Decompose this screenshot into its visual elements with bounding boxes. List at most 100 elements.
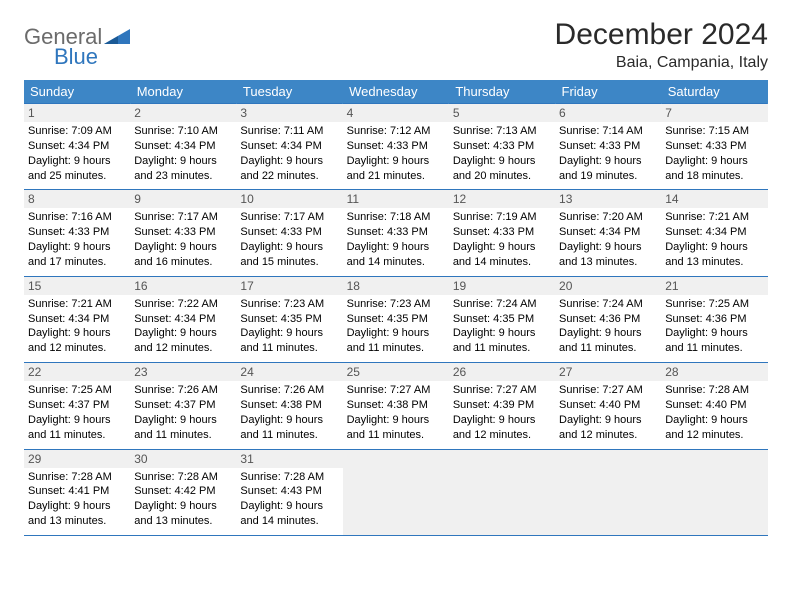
calendar-cell: 14Sunrise: 7:21 AMSunset: 4:34 PMDayligh…: [661, 190, 767, 276]
calendar-cell: 6 Sunrise: 7:14 AMSunset: 4:33 PMDaylight…: [555, 104, 661, 190]
calendar-cell: 12 Sunrise: 7:19 AMSunset: 4:33 PMDayligh…: [449, 190, 555, 276]
calendar-cell: 21 Sunrise: 7:25 AMSunset: 4:36 PMDayligh…: [661, 276, 767, 362]
calendar-cell: 9 Sunrise: 7:17 AMSunset: 4:33 PMDaylight…: [130, 190, 236, 276]
day-details: Sunrise: 7:28 AMSunset: 4:43 PMDaylight:…: [240, 470, 338, 529]
day-number: 29: [24, 450, 130, 468]
day-details: Sunrise: 7:24 AMSunset: 4:36 PMDaylight:…: [559, 297, 657, 356]
calendar-cell: 8 Sunrise: 7:16 AMSunset: 4:33 PMDaylight…: [24, 190, 130, 276]
day-details: Sunrise: 7:23 AMSunset: 4:35 PMDaylight:…: [347, 297, 445, 356]
day-details: Sunrise: 7:28 AMSunset: 4:40 PMDaylight:…: [665, 383, 763, 442]
calendar-cell: 31 Sunrise: 7:28 AMSunset: 4:43 PMDayligh…: [236, 449, 342, 535]
day-details: Sunrise: 7:09 AMSunset: 4:34 PMDaylight:…: [28, 124, 126, 183]
calendar-cell: [449, 449, 555, 535]
calendar-row: 8 Sunrise: 7:16 AMSunset: 4:33 PMDaylight…: [24, 190, 768, 276]
day-number: 8: [24, 190, 130, 208]
day-number: 30: [130, 450, 236, 468]
day-details: Sunrise: 7:13 AMSunset: 4:33 PMDaylight:…: [453, 124, 551, 183]
calendar-cell: 19Sunrise: 7:24 AMSunset: 4:35 PMDayligh…: [449, 276, 555, 362]
calendar-table: SundayMondayTuesdayWednesdayThursdayFrid…: [24, 80, 768, 536]
weekday-header: Sunday: [24, 80, 130, 104]
day-details: Sunrise: 7:25 AMSunset: 4:36 PMDaylight:…: [665, 297, 763, 356]
day-details: Sunrise: 7:11 AMSunset: 4:34 PMDaylight:…: [240, 124, 338, 183]
day-details: Sunrise: 7:27 AMSunset: 4:40 PMDaylight:…: [559, 383, 657, 442]
calendar-cell: [661, 449, 767, 535]
day-details: Sunrise: 7:14 AMSunset: 4:33 PMDaylight:…: [559, 124, 657, 183]
day-number: 27: [555, 363, 661, 381]
page-title: December 2024: [555, 18, 768, 52]
weekday-header: Wednesday: [343, 80, 449, 104]
day-number: 31: [236, 450, 342, 468]
day-number: 9: [130, 190, 236, 208]
calendar-cell: 18 Sunrise: 7:23 AMSunset: 4:35 PMDayligh…: [343, 276, 449, 362]
day-number: 25: [343, 363, 449, 381]
day-number: 3: [236, 104, 342, 122]
calendar-cell: 25Sunrise: 7:27 AMSunset: 4:38 PMDayligh…: [343, 363, 449, 449]
day-details: Sunrise: 7:10 AMSunset: 4:34 PMDaylight:…: [134, 124, 232, 183]
calendar-cell: 5 Sunrise: 7:13 AMSunset: 4:33 PMDaylight…: [449, 104, 555, 190]
day-details: Sunrise: 7:28 AMSunset: 4:41 PMDaylight:…: [28, 470, 126, 529]
day-number: 19: [449, 277, 555, 295]
calendar-cell: 11 Sunrise: 7:18 AMSunset: 4:33 PMDayligh…: [343, 190, 449, 276]
day-number: 2: [130, 104, 236, 122]
title-block: December 2024 Baia, Campania, Italy: [555, 18, 768, 72]
day-number: 10: [236, 190, 342, 208]
calendar-cell: 10 Sunrise: 7:17 AMSunset: 4:33 PMDayligh…: [236, 190, 342, 276]
calendar-cell: 2 Sunrise: 7:10 AMSunset: 4:34 PMDaylight…: [130, 104, 236, 190]
day-details: Sunrise: 7:17 AMSunset: 4:33 PMDaylight:…: [240, 210, 338, 269]
calendar-cell: 15Sunrise: 7:21 AMSunset: 4:34 PMDayligh…: [24, 276, 130, 362]
day-number: 22: [24, 363, 130, 381]
calendar-body: 1 Sunrise: 7:09 AMSunset: 4:34 PMDaylight…: [24, 104, 768, 536]
calendar-cell: 20 Sunrise: 7:24 AMSunset: 4:36 PMDayligh…: [555, 276, 661, 362]
day-details: Sunrise: 7:28 AMSunset: 4:42 PMDaylight:…: [134, 470, 232, 529]
calendar-cell: 29 Sunrise: 7:28 AMSunset: 4:41 PMDayligh…: [24, 449, 130, 535]
day-details: Sunrise: 7:20 AMSunset: 4:34 PMDaylight:…: [559, 210, 657, 269]
day-number: 12: [449, 190, 555, 208]
day-details: Sunrise: 7:18 AMSunset: 4:33 PMDaylight:…: [347, 210, 445, 269]
day-number: 23: [130, 363, 236, 381]
day-number: 1: [24, 104, 130, 122]
day-details: Sunrise: 7:19 AMSunset: 4:33 PMDaylight:…: [453, 210, 551, 269]
day-number: 7: [661, 104, 767, 122]
weekday-header: Saturday: [661, 80, 767, 104]
day-number: 16: [130, 277, 236, 295]
day-number: 20: [555, 277, 661, 295]
calendar-cell: 13 Sunrise: 7:20 AMSunset: 4:34 PMDayligh…: [555, 190, 661, 276]
location: Baia, Campania, Italy: [555, 54, 768, 72]
day-number: 11: [343, 190, 449, 208]
calendar-cell: 24 Sunrise: 7:26 AMSunset: 4:38 PMDayligh…: [236, 363, 342, 449]
day-details: Sunrise: 7:27 AMSunset: 4:39 PMDaylight:…: [453, 383, 551, 442]
day-number: 5: [449, 104, 555, 122]
calendar-cell: 23 Sunrise: 7:26 AMSunset: 4:37 PMDayligh…: [130, 363, 236, 449]
weekday-header: Thursday: [449, 80, 555, 104]
calendar-cell: 22 Sunrise: 7:25 AMSunset: 4:37 PMDayligh…: [24, 363, 130, 449]
day-number: 24: [236, 363, 342, 381]
calendar-cell: 3 Sunrise: 7:11 AMSunset: 4:34 PMDaylight…: [236, 104, 342, 190]
calendar-cell: 4 Sunrise: 7:12 AMSunset: 4:33 PMDaylight…: [343, 104, 449, 190]
calendar-row: 1 Sunrise: 7:09 AMSunset: 4:34 PMDaylight…: [24, 104, 768, 190]
weekday-header: Tuesday: [236, 80, 342, 104]
day-details: Sunrise: 7:16 AMSunset: 4:33 PMDaylight:…: [28, 210, 126, 269]
day-details: Sunrise: 7:17 AMSunset: 4:33 PMDaylight:…: [134, 210, 232, 269]
day-number: 21: [661, 277, 767, 295]
day-details: Sunrise: 7:22 AMSunset: 4:34 PMDaylight:…: [134, 297, 232, 356]
day-number: 13: [555, 190, 661, 208]
calendar-row: 29 Sunrise: 7:28 AMSunset: 4:41 PMDayligh…: [24, 449, 768, 535]
day-number: 28: [661, 363, 767, 381]
day-details: Sunrise: 7:15 AMSunset: 4:33 PMDaylight:…: [665, 124, 763, 183]
day-number: 4: [343, 104, 449, 122]
calendar-row: 15Sunrise: 7:21 AMSunset: 4:34 PMDayligh…: [24, 276, 768, 362]
logo-triangle-icon: [104, 26, 130, 49]
calendar-cell: 30 Sunrise: 7:28 AMSunset: 4:42 PMDayligh…: [130, 449, 236, 535]
day-details: Sunrise: 7:26 AMSunset: 4:37 PMDaylight:…: [134, 383, 232, 442]
day-details: Sunrise: 7:12 AMSunset: 4:33 PMDaylight:…: [347, 124, 445, 183]
day-details: Sunrise: 7:23 AMSunset: 4:35 PMDaylight:…: [240, 297, 338, 356]
day-number: 6: [555, 104, 661, 122]
day-details: Sunrise: 7:26 AMSunset: 4:38 PMDaylight:…: [240, 383, 338, 442]
header: General Blue December 2024 Baia, Campani…: [24, 18, 768, 72]
day-number: 18: [343, 277, 449, 295]
calendar-cell: 26Sunrise: 7:27 AMSunset: 4:39 PMDayligh…: [449, 363, 555, 449]
day-details: Sunrise: 7:25 AMSunset: 4:37 PMDaylight:…: [28, 383, 126, 442]
calendar-row: 22 Sunrise: 7:25 AMSunset: 4:37 PMDayligh…: [24, 363, 768, 449]
logo: General Blue: [24, 18, 130, 70]
calendar-cell: 28 Sunrise: 7:28 AMSunset: 4:40 PMDayligh…: [661, 363, 767, 449]
